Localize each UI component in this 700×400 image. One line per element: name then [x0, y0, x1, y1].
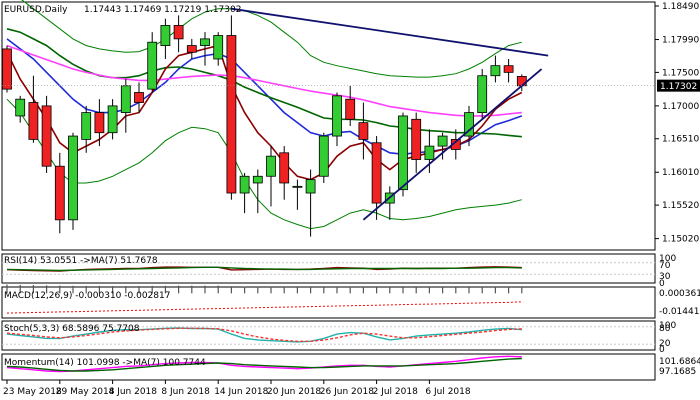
moving-average-line — [6, 44, 522, 117]
candle-body — [266, 155, 276, 177]
time-tick-label: 2 Jul 2018 — [373, 387, 418, 397]
chart-title: EURUSD,Daily — [4, 5, 68, 15]
candle-body — [279, 152, 290, 184]
candle-body — [398, 115, 408, 191]
candle-body — [437, 135, 448, 147]
sub-pane-tick-label: 0 — [659, 279, 665, 289]
time-tick-label: 14 Jun 2018 — [214, 387, 268, 397]
candle-body — [2, 48, 12, 90]
indicator-line — [6, 327, 522, 343]
macd-signal-line — [6, 301, 522, 314]
indicator-line — [6, 355, 522, 373]
price-tick-label: 1.16510 — [662, 135, 699, 145]
candle-body — [252, 175, 263, 184]
candle-body — [345, 98, 356, 120]
candle-body — [54, 165, 65, 221]
time-tick-label: 8 Jun 2018 — [161, 387, 210, 397]
time-tick-label: 4 Jun 2018 — [109, 387, 158, 397]
sub-pane-tick-label: 30 — [659, 272, 671, 282]
indicator-line — [6, 357, 522, 372]
candle-body — [120, 85, 131, 113]
sub-pane-frame — [1, 320, 656, 351]
ohlc-header: 1.17443 1.17469 1.17219 1.17302 — [84, 5, 241, 15]
price-tick-label: 1.17000 — [662, 102, 699, 112]
trendline — [231, 7, 549, 57]
sub-pane-tick-label: 97.1685 — [659, 367, 696, 377]
price-tick-label: 1.17500 — [662, 68, 699, 78]
candle-body — [371, 142, 382, 204]
candle-body — [186, 45, 197, 53]
price-tick-label: 1.16010 — [662, 168, 699, 178]
candle-body — [239, 175, 250, 194]
candle-body — [464, 112, 474, 137]
candle-body — [28, 102, 39, 140]
candle-body — [424, 145, 435, 160]
current-price-tag — [657, 79, 700, 92]
trendline — [362, 68, 543, 221]
candle-body — [292, 185, 303, 188]
candle-body — [226, 35, 237, 194]
candle-body — [173, 25, 184, 40]
price-tick-label: 1.15520 — [662, 201, 699, 211]
candle-body — [490, 65, 501, 77]
sub-pane-frame — [1, 353, 656, 381]
momentum-label: Momentum(14) 101.0998 ->MA(7) 100.7744 — [4, 358, 206, 368]
price-pane-frame — [1, 1, 656, 251]
sub-pane-tick-label: 20 — [659, 339, 671, 349]
rsi-label: RSI(14) 53.0551 ->MA(7) 51.7678 — [4, 256, 158, 266]
candle-body — [147, 41, 158, 90]
candle-body — [107, 105, 118, 134]
candle-body — [160, 25, 171, 46]
sub-pane-tick-label: 100 — [659, 321, 676, 331]
price-tick-label: 1.17990 — [662, 36, 699, 46]
candle-body — [503, 65, 514, 73]
stoch-label: Stoch(5,3,3) 68.5896 75.7708 — [4, 324, 140, 334]
indicator-line — [6, 327, 522, 342]
sub-pane-frame — [1, 253, 656, 284]
candle-body — [94, 112, 105, 134]
time-tick-label: 26 Jun 2018 — [320, 387, 374, 397]
candle-body — [41, 105, 52, 167]
sub-pane-tick-label: 80 — [659, 324, 671, 334]
macd-pane: 0.000361 -0.014413 — [1, 284, 700, 319]
price-pane: 1.18490 1.17990 1.17500 1.17000 1.16510 1.160… — [1, 0, 700, 251]
candle-body — [411, 118, 422, 160]
upper-band-line — [21, 0, 522, 78]
price-tick-label: 1.18490 — [662, 2, 699, 12]
candle-body — [15, 98, 26, 117]
time-tick-label: 29 May 2018 — [56, 387, 115, 397]
candle-body — [81, 112, 92, 140]
time-tick-label: 6 Jul 2018 — [425, 387, 470, 397]
candle-body — [332, 95, 342, 137]
candle-body — [68, 135, 78, 221]
time-tick-label: 23 May 2018 — [3, 387, 62, 397]
sub-pane-tick-label: 0 — [659, 345, 665, 355]
candle-body — [305, 179, 316, 194]
lower-band-line — [6, 98, 522, 230]
macd-label: MACD(12,26,9) -0.000310 -0.002817 — [4, 291, 170, 301]
price-tick-label: 1.15020 — [662, 235, 699, 245]
sub-pane-tick-label: 0.000361 — [659, 289, 700, 299]
candle-body — [358, 122, 369, 140]
sub-pane-tick-label: 101.6864 — [659, 357, 700, 367]
candle-body — [477, 75, 488, 113]
time-tick-label: 20 Jun 2018 — [267, 387, 321, 397]
current-price-label: 1.17302 — [660, 82, 697, 92]
candle-body — [213, 35, 224, 60]
sub-pane-tick-label: 100 — [659, 254, 676, 264]
sub-pane-frame — [1, 286, 656, 319]
sub-pane-tick-label: -0.014413 — [659, 307, 700, 317]
candle-body — [134, 92, 144, 103]
candle-body — [200, 38, 210, 46]
candle-body — [516, 76, 527, 87]
sub-pane-tick-label: 70 — [659, 261, 671, 271]
candle-body — [318, 135, 329, 177]
moving-average-line — [6, 44, 523, 181]
indicator-line — [6, 266, 522, 272]
